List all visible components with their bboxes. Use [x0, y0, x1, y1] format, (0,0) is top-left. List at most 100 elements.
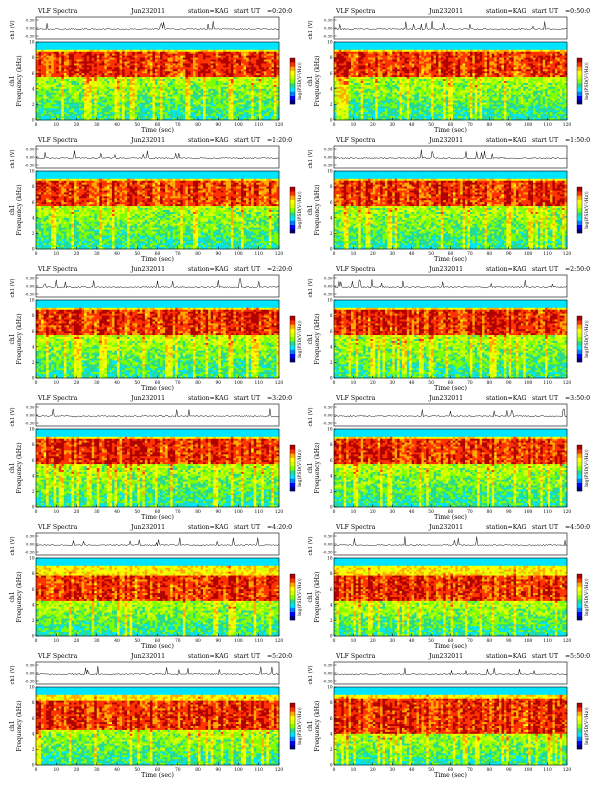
freq-tick-label: 4 [32, 86, 35, 91]
time-tick-label: 30 [389, 252, 395, 257]
panel-start-label: start UT [532, 653, 559, 660]
freq-axis-label-ch1: ch1 [307, 591, 314, 602]
freq-tick-label: 10 [327, 556, 333, 561]
freq-tick-label: 10 [29, 298, 35, 303]
time-tick-label: 70 [467, 252, 473, 257]
waveform-tick-label: 0.30 [26, 663, 35, 668]
time-tick-label: 110 [543, 381, 552, 386]
time-tick-label: 70 [467, 381, 473, 386]
time-tick-label: 20 [370, 768, 376, 773]
time-tick-label: 80 [195, 381, 201, 386]
waveform-tick-label: 0.00 [26, 413, 35, 418]
time-tick-label: 110 [255, 510, 264, 515]
panel-station: station=KAG [188, 653, 229, 660]
time-tick-label: 40 [409, 123, 415, 128]
waveform-tick-label: 0.00 [26, 26, 35, 31]
waveform-tick-label: 0.00 [324, 671, 333, 676]
time-tick-label: 110 [543, 768, 552, 773]
time-tick-label: 0 [35, 768, 38, 773]
panel-title: VLF Spectra [37, 8, 78, 15]
time-tick-label: 0 [333, 381, 336, 386]
time-tick-label: 40 [114, 252, 120, 257]
freq-axis-label-freq: Frequency (kHz) [314, 313, 321, 364]
time-tick-label: 80 [487, 123, 493, 128]
freq-axis-label-ch1: ch1 [9, 591, 16, 602]
time-tick-label: 30 [389, 639, 395, 644]
colorbar-label: log(PSD(V²/Hz)) [583, 191, 590, 229]
freq-axis-label-ch1: ch1 [9, 75, 16, 86]
time-tick-label: 120 [275, 252, 284, 257]
panel-date: Jun232011 [130, 137, 165, 144]
panel-station: station=KAG [486, 524, 527, 531]
time-tick-label: 30 [389, 381, 395, 386]
waveform-tick-label: 0.30 [324, 147, 333, 152]
time-tick-label: 40 [409, 510, 415, 515]
freq-tick-label: 4 [330, 215, 333, 220]
time-tick-label: 120 [275, 381, 284, 386]
time-tick-label: 70 [175, 123, 181, 128]
time-tick-label: 100 [234, 252, 243, 257]
time-tick-label: 0 [333, 252, 336, 257]
panel-start-ut: =1:50:0 [565, 137, 590, 144]
panel-station: station=KAG [486, 395, 527, 402]
panel-date: Jun232011 [428, 524, 463, 531]
time-axis-label: Time (sec) [434, 256, 467, 263]
waveform-tick-label: 0.30 [26, 147, 35, 152]
colorbar [577, 574, 582, 620]
freq-tick-label: 4 [32, 731, 35, 736]
freq-axis-label-ch1: ch1 [307, 720, 314, 731]
time-tick-label: 10 [53, 381, 59, 386]
freq-tick-label: 4 [330, 731, 333, 736]
waveform-y-axis-label: ch1 (V) [9, 21, 16, 40]
waveform-tick-label: 0.00 [324, 284, 333, 289]
time-tick-label: 30 [94, 252, 100, 257]
freq-tick-label: 0 [330, 505, 333, 510]
time-tick-label: 120 [275, 510, 284, 515]
panel-start-label: start UT [234, 8, 261, 15]
panel-start-ut: =0:20:0 [267, 8, 292, 15]
time-tick-label: 70 [467, 510, 473, 515]
colorbar-label: log(PSD(V²/Hz)) [296, 707, 303, 745]
freq-tick-label: 6 [330, 716, 333, 721]
freq-tick-label: 6 [330, 329, 333, 334]
panel-date: Jun232011 [130, 653, 165, 660]
time-tick-label: 100 [524, 381, 533, 386]
freq-axis-label-ch1: ch1 [307, 462, 314, 473]
freq-axis-label: ch1Frequency (kHz) [9, 571, 23, 622]
spectrogram-image [334, 558, 567, 636]
freq-tick-label: 10 [327, 40, 333, 45]
time-tick-label: 40 [114, 510, 120, 515]
panel-title: VLF Spectra [37, 653, 78, 660]
colorbar [577, 58, 582, 104]
freq-axis-label: ch1Frequency (kHz) [307, 55, 321, 106]
waveform-y-axis-label: ch1 (V) [9, 279, 16, 298]
waveform-tick-label: -0.30 [25, 679, 35, 684]
freq-axis-label-ch1: ch1 [9, 204, 16, 215]
time-tick-label: 10 [351, 123, 357, 128]
time-tick-label: 80 [487, 381, 493, 386]
freq-axis-label: ch1Frequency (kHz) [9, 55, 23, 106]
panel-start-ut: =0:50:0 [565, 8, 590, 15]
panel-title: VLF Spectra [335, 137, 376, 144]
freq-tick-label: 6 [32, 329, 35, 334]
colorbar-label: log(PSD(V²/Hz)) [296, 191, 303, 229]
waveform-y-axis-label: ch1 (V) [307, 21, 314, 40]
waveform-y-axis-label: ch1 (V) [307, 408, 314, 427]
panel-station: station=KAG [188, 395, 229, 402]
time-tick-label: 80 [195, 768, 201, 773]
colorbar [290, 574, 295, 620]
freq-tick-label: 10 [327, 298, 333, 303]
waveform-tick-label: 0.30 [324, 534, 333, 539]
colorbar-label: log(PSD(V²/Hz)) [296, 449, 303, 487]
colorbar-label: log(PSD(V²/Hz)) [583, 320, 590, 358]
waveform-y-axis-label: ch1 (V) [9, 537, 16, 556]
freq-tick-label: 6 [32, 587, 35, 592]
vlf-spectra-figure: VLF Spectra Jun232011 station=KAG start UT =… [0, 0, 612, 792]
waveform-tick-label: 0.00 [324, 26, 333, 31]
panel-station: station=KAG [486, 653, 527, 660]
freq-axis-label: ch1Frequency (kHz) [307, 700, 321, 751]
time-tick-label: 90 [506, 639, 512, 644]
spectrogram-panel-7: VLF Spectra Jun232011 station=KAG start UT =… [9, 395, 303, 521]
panel-date: Jun232011 [428, 8, 463, 15]
time-tick-label: 40 [409, 639, 415, 644]
